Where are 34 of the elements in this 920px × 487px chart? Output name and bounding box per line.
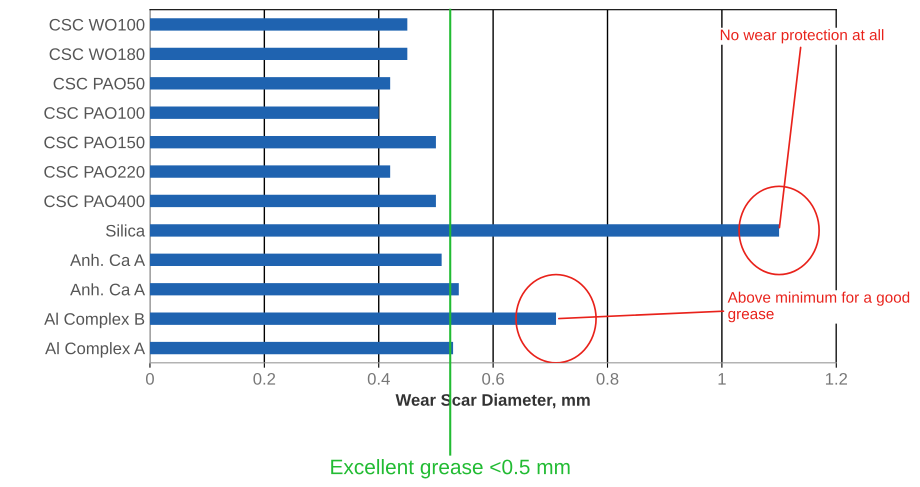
- bar: [150, 194, 436, 208]
- y-tick-label: Anh. Ca A: [70, 283, 146, 296]
- bar: [150, 106, 379, 119]
- y-tick-label: CSC PAO50: [54, 78, 144, 90]
- x-tick-label: 1.2: [826, 372, 848, 385]
- y-tick-label: Al Complex A: [45, 342, 146, 358]
- y-tick-label: Silica: [106, 224, 146, 237]
- bar: [150, 312, 556, 325]
- y-tick-label: CSC PAO220: [44, 166, 144, 178]
- y-tick-label: Anh. Ca A: [70, 254, 146, 266]
- bar: [150, 77, 390, 90]
- bar: [150, 165, 390, 178]
- y-tick-label: CSC WO100: [50, 18, 144, 31]
- bar: [150, 136, 436, 148]
- y-tick-label: CSC PAO400: [44, 195, 144, 208]
- annotation: Above minimum for a good grease: [728, 292, 910, 322]
- bar: [150, 224, 780, 237]
- x-tick-label: 1: [718, 373, 726, 385]
- x-tick-label: 0: [146, 372, 154, 385]
- x-tick-label: 0.2: [253, 372, 276, 385]
- y-tick-label: CSC PAO100: [44, 107, 144, 119]
- bar: [150, 254, 442, 266]
- y-tick-label: Al Complex B: [44, 312, 144, 328]
- ref-line-label: Excellent grease <0.5 mm: [331, 459, 570, 478]
- bar: [150, 18, 408, 31]
- y-tick-label: CSC PAO150: [44, 136, 144, 148]
- bar: [150, 48, 408, 60]
- x-tick-label: 0.6: [482, 372, 504, 385]
- bar: [150, 342, 454, 354]
- y-tick-label: CSC WO180: [50, 48, 144, 60]
- annotation: No wear protection at all: [720, 29, 884, 44]
- bar: [150, 283, 459, 296]
- x-tick-label: 0.8: [596, 372, 618, 385]
- x-tick-label: 0.4: [368, 372, 390, 385]
